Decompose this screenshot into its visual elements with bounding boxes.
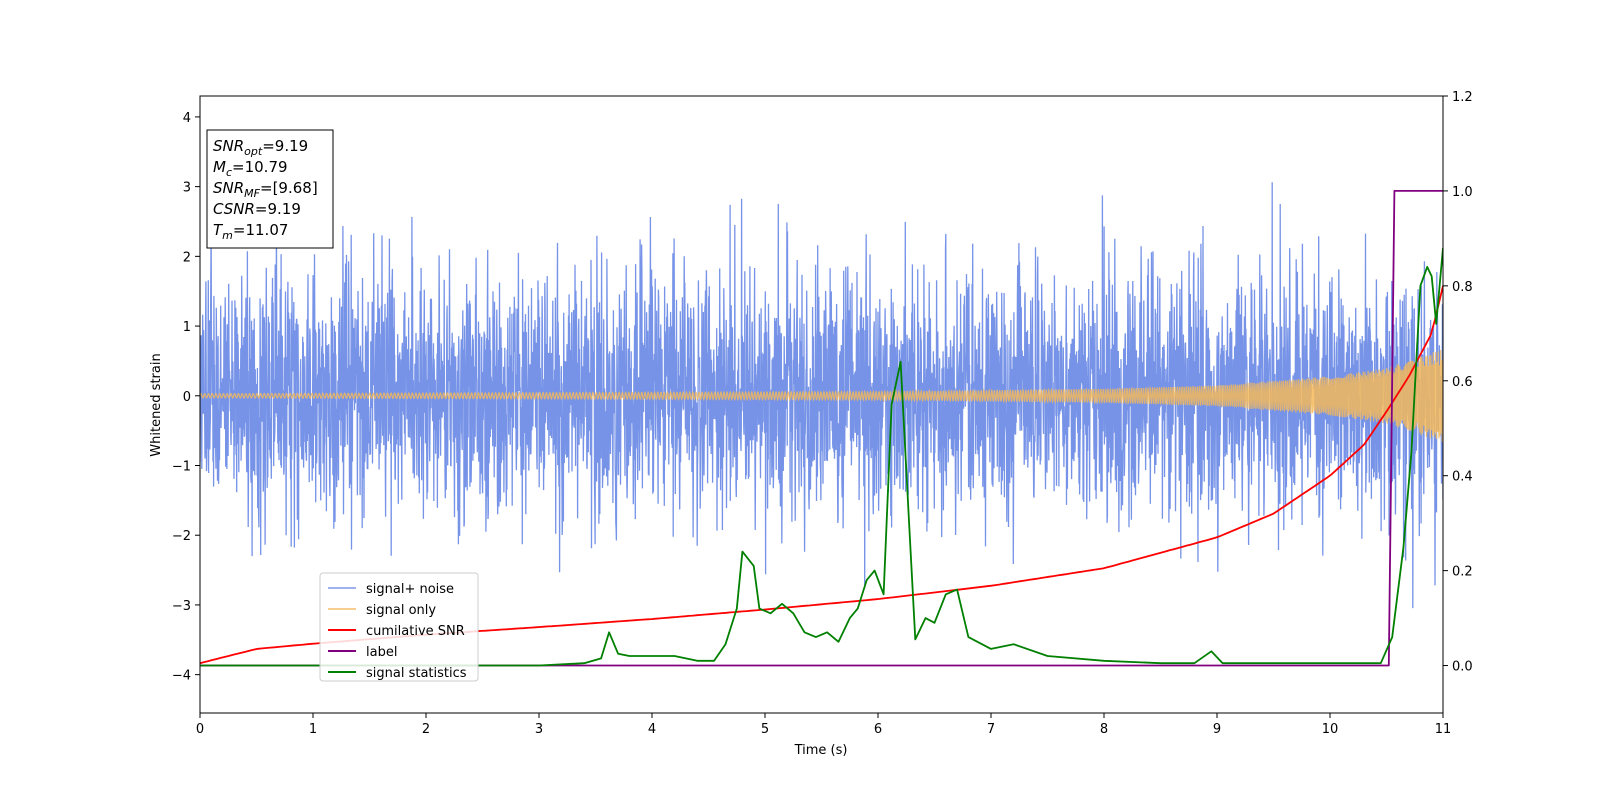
y-tick-label: 2 <box>183 250 191 265</box>
legend-label: signal statistics <box>366 666 467 681</box>
x-tick-label: 9 <box>1213 722 1221 737</box>
legend: signal+ noise signal only cumilative SNR la… <box>319 572 479 682</box>
y-tick-label: −4 <box>172 669 191 684</box>
y-right-tick-label: 0.4 <box>1452 470 1473 485</box>
annotation-subscript: m <box>222 229 233 242</box>
annotation-line: Tm=11.07 <box>213 221 288 242</box>
x-tick-label: 5 <box>761 722 769 737</box>
y-tick-label: 3 <box>183 181 191 196</box>
annotation-symbol: SNR <box>213 179 244 197</box>
legend-label: cumilative SNR <box>366 624 465 639</box>
x-tick-label: 3 <box>535 722 543 737</box>
annotation-symbol: M <box>213 158 226 176</box>
annotation-line: Mc=10.79 <box>213 158 288 179</box>
x-tick-label: 1 <box>309 722 317 737</box>
annotation-symbol: CSNR <box>213 200 255 218</box>
annotation-subscript: opt <box>244 145 263 158</box>
x-tick-label: 2 <box>422 722 430 737</box>
y-tick-label: 0 <box>183 390 191 405</box>
annotation-symbol: SNR <box>213 137 244 155</box>
annotation-symbol: T <box>213 221 224 239</box>
series-signal-noise-line <box>200 182 1443 609</box>
annotation-value: =11.07 <box>233 221 289 239</box>
y-right-tick-label: 1.2 <box>1452 90 1473 105</box>
y-right-tick-label: 0.8 <box>1452 280 1473 295</box>
y-tick-label: 4 <box>183 111 191 126</box>
annotation-box: SNRopt=9.19Mc=10.79SNRMF=[9.68]CSNR=9.19… <box>206 129 334 249</box>
legend-label: label <box>366 645 397 660</box>
legend-label: signal only <box>366 603 436 618</box>
series-signal-only-line <box>200 349 1443 442</box>
x-tick-label: 7 <box>987 722 995 737</box>
x-tick-label: 10 <box>1322 722 1339 737</box>
y-tick-label: −3 <box>172 599 191 614</box>
x-tick-label: 4 <box>648 722 656 737</box>
x-axis-label: Time (s) <box>794 743 848 758</box>
legend-label: signal+ noise <box>366 582 454 597</box>
annotation-value: =10.79 <box>232 158 288 176</box>
y-right-tick-label: 0.2 <box>1452 565 1473 580</box>
annotation-value: =9.19 <box>262 137 308 155</box>
annotation-subscript: MF <box>244 187 260 200</box>
plot-frame <box>199 95 1444 714</box>
y-right-tick-label: 1.0 <box>1452 185 1473 200</box>
y-tick-label: 1 <box>183 320 191 335</box>
y-tick-label: −2 <box>172 529 191 544</box>
annotation-subscript: c <box>226 166 232 179</box>
y-tick-label: −1 <box>172 460 191 475</box>
y-axis-label: Whitened strain <box>149 353 164 456</box>
series-signal-statistics-line <box>200 247 1443 667</box>
annotation-line: CSNR=9.19 <box>213 200 301 218</box>
x-tick-label: 11 <box>1435 722 1452 737</box>
x-tick-label: 8 <box>1100 722 1108 737</box>
annotation-value: =9.19 <box>255 200 301 218</box>
annotation-line: SNRopt=9.19 <box>213 137 308 158</box>
series-label-line <box>200 190 1443 667</box>
annotation-value: =[9.68] <box>260 179 318 197</box>
y-right-tick-label: 0.6 <box>1452 375 1473 390</box>
annotation-line: SNRMF=[9.68] <box>213 179 318 200</box>
y-right-tick-label: 0.0 <box>1452 660 1473 675</box>
x-tick-label: 6 <box>874 722 882 737</box>
x-tick-label: 0 <box>196 722 204 737</box>
